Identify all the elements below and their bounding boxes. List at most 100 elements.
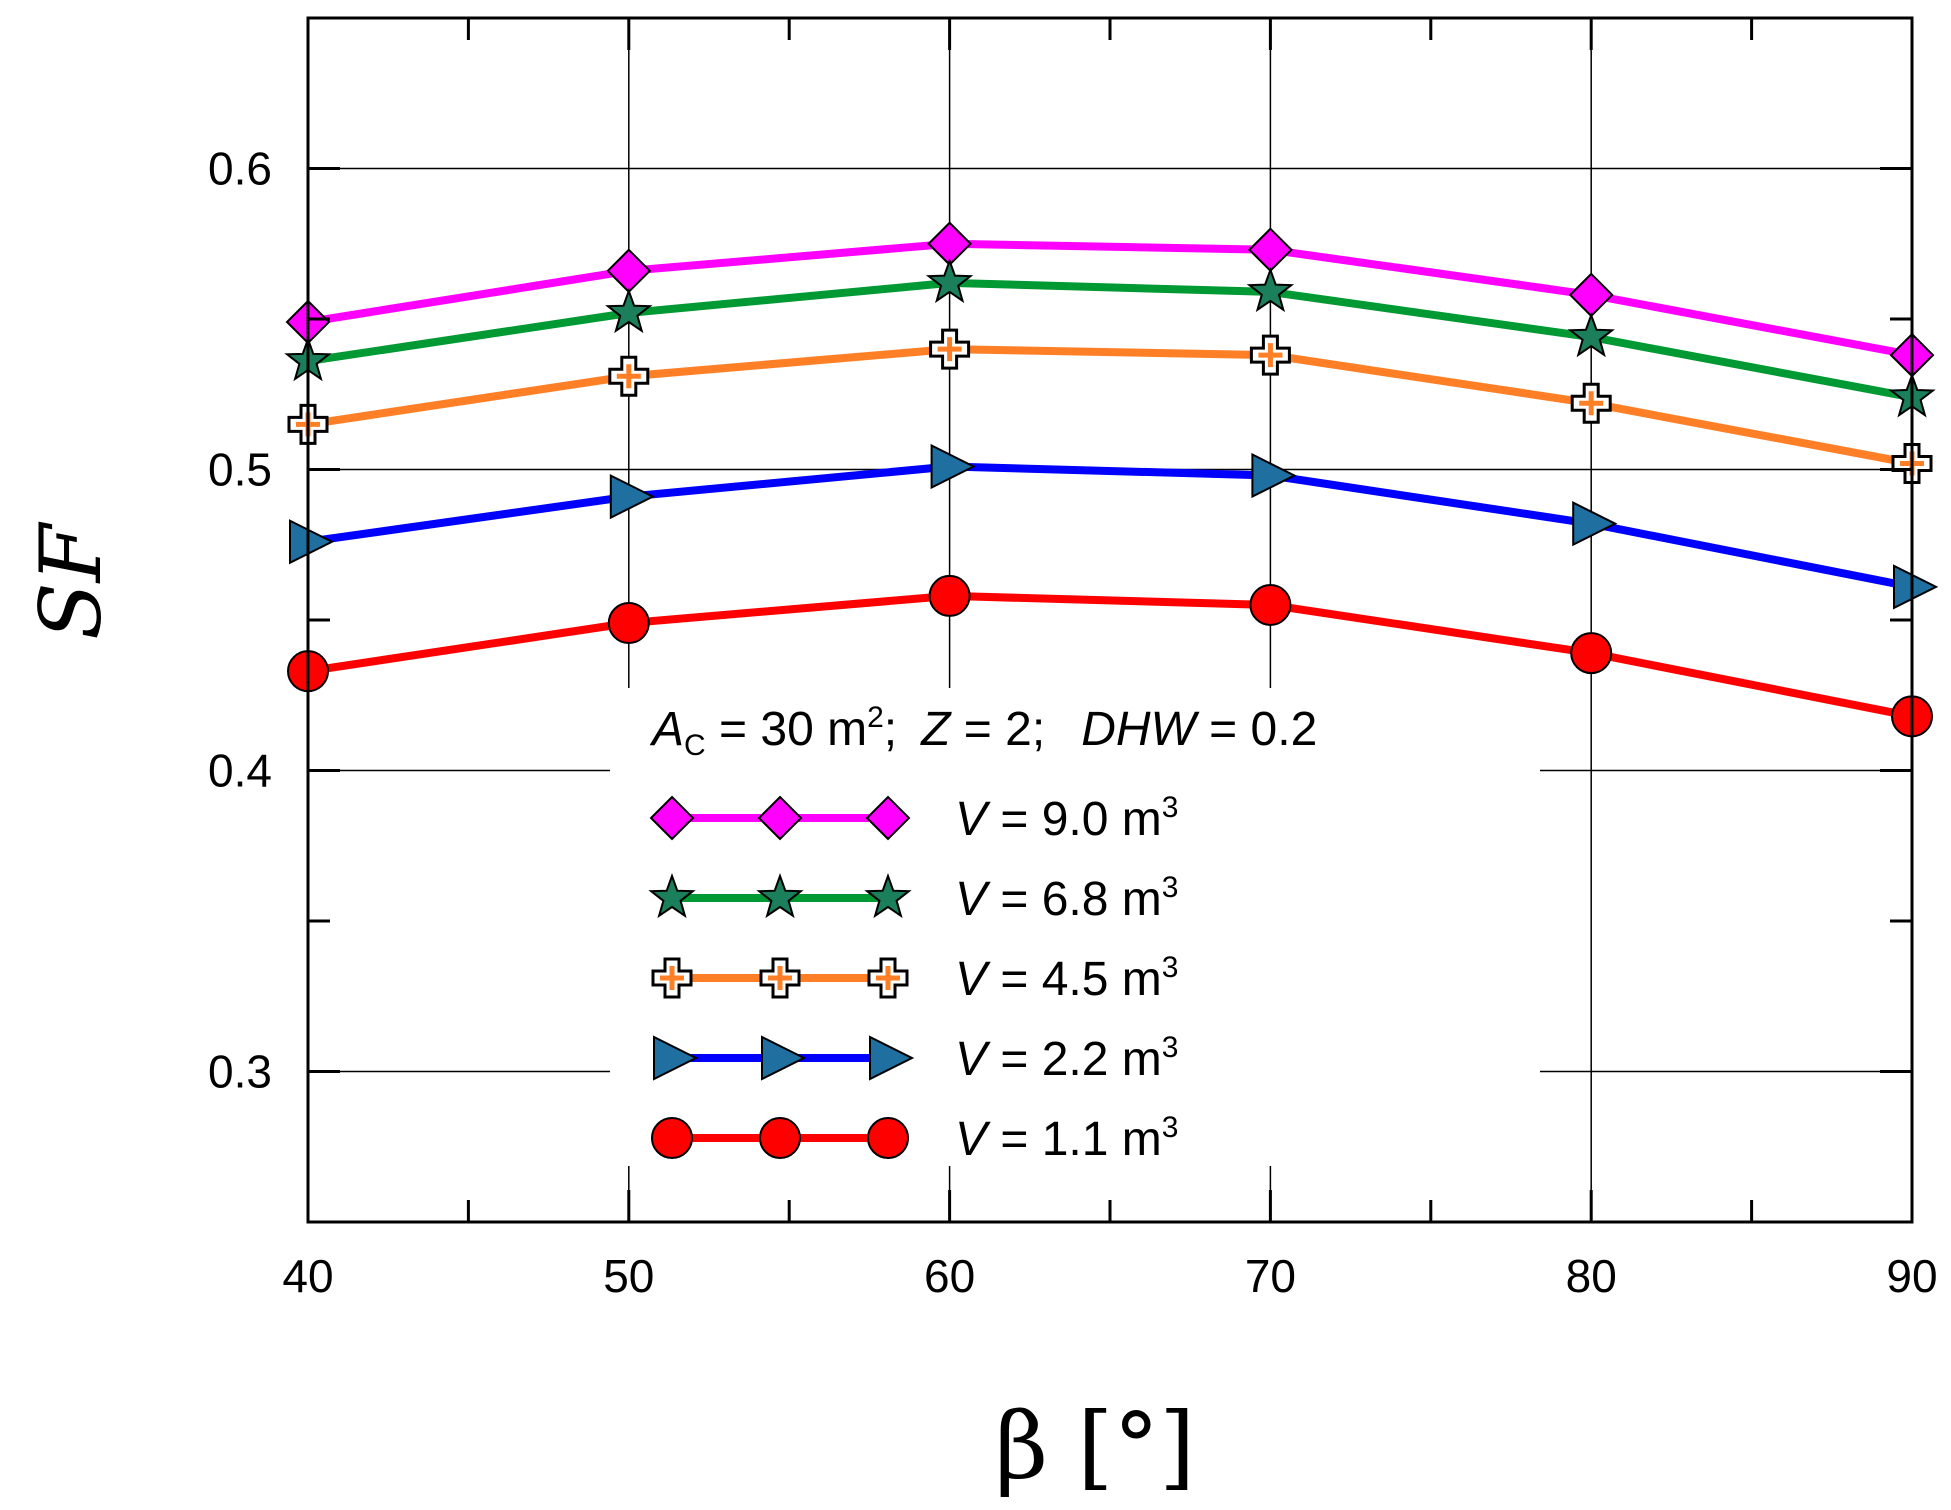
x-tick-label-60: 60 — [924, 1250, 975, 1302]
z-value: = 2; — [950, 703, 1045, 756]
ac-symbol: A — [649, 703, 684, 756]
legend-marker-2-2-cross — [876, 966, 900, 990]
legend-marker-2-2 — [867, 957, 909, 999]
data-point-2-70 — [1249, 334, 1291, 376]
legend-marker-0-1 — [757, 795, 803, 841]
legend-marker-4-0 — [651, 1117, 693, 1159]
y-tick-label-0.4: 0.4 — [208, 745, 272, 797]
series-line-1 — [307, 278, 1913, 402]
x-tick-label-70: 70 — [1245, 1250, 1296, 1302]
legend-marker-3-0 — [653, 1035, 699, 1081]
data-point-3-80 — [1572, 501, 1618, 547]
x-tick-label-80: 80 — [1566, 1250, 1617, 1302]
data-point-2-50 — [608, 355, 650, 397]
legend-entry-3: V = 2.2 m3 — [653, 1031, 1178, 1086]
x-tick-label-90: 90 — [1886, 1250, 1937, 1302]
legend-marker-2-1-cross — [768, 966, 792, 990]
dhw-symbol: DHW — [1081, 703, 1200, 756]
legend-var-3: V — [955, 1033, 991, 1086]
legend-value-2: = 4.5 m — [987, 953, 1162, 1006]
legend-var-0: V — [955, 793, 991, 846]
data-point-2-50-cross — [616, 364, 641, 389]
legend-marker-1-0 — [648, 873, 696, 919]
y-tick-labels: 0.3 0.4 0.5 0.6 — [208, 143, 272, 1098]
legend-marker-1-2 — [864, 873, 912, 919]
legend-entry-4: V = 1.1 m3 — [651, 1111, 1178, 1166]
data-point-3-50 — [609, 473, 656, 520]
data-point-3-40 — [289, 519, 335, 565]
x-tick-labels: 40 50 60 70 80 90 — [282, 1250, 1937, 1302]
data-point-2-60-cross — [937, 337, 962, 362]
legend-exp-4: 3 — [1162, 1111, 1179, 1144]
x-axis-title: β [°] — [995, 1393, 1195, 1500]
data-point-3-90 — [1893, 564, 1939, 610]
axis-ticks — [306, 16, 1914, 1224]
legend-marker-2-0 — [651, 957, 693, 999]
data-point-1-60 — [925, 257, 974, 304]
series-line-3 — [307, 462, 1913, 591]
legend-entries: V = 9.0 m3V = 6.8 m3V = 4.5 m3V = 2.2 m3… — [648, 791, 1178, 1166]
parameter-annotation: AC = 30 m2; Z = 2; DHW = 0.2 — [649, 701, 1317, 762]
legend-value-1: = 6.8 m — [987, 873, 1162, 926]
legend-marker-4-1 — [759, 1117, 801, 1159]
legend-label-2: V = 4.5 m3 — [955, 951, 1178, 1006]
series-line-2 — [307, 345, 1913, 468]
legend-exp-1: 3 — [1162, 871, 1179, 904]
legend-var-1: V — [955, 873, 991, 926]
data-point-1-80 — [1567, 312, 1615, 358]
legend-entry-2: V = 4.5 m3 — [651, 951, 1178, 1006]
data-point-4-60 — [928, 574, 971, 617]
data-point-2-80 — [1570, 382, 1612, 424]
data-point-4-70 — [1249, 583, 1292, 626]
data-point-3-60 — [930, 443, 976, 490]
legend-box — [610, 688, 1540, 1166]
legend-exp-2: 3 — [1162, 951, 1179, 984]
legend-label-3: V = 2.2 m3 — [955, 1031, 1178, 1086]
series-lines — [307, 239, 1913, 721]
legend-value-4: = 1.1 m — [987, 1113, 1162, 1166]
ac-subscript: C — [684, 729, 706, 762]
legend-marker-0-0 — [649, 795, 695, 841]
legend-entry-1: V = 6.8 m3 — [648, 871, 1178, 926]
legend-label-4: V = 1.1 m3 — [955, 1111, 1178, 1166]
legend-var-2: V — [955, 953, 991, 1006]
ac-exponent: 2 — [867, 701, 884, 734]
legend-marker-2-0-cross — [660, 966, 684, 990]
legend-exp-3: 3 — [1162, 1031, 1179, 1064]
data-point-1-70 — [1246, 266, 1295, 313]
y-tick-label-0.5: 0.5 — [208, 444, 272, 496]
data-point-3-70 — [1251, 452, 1297, 499]
x-tick-label-50: 50 — [603, 1250, 654, 1302]
data-point-4-80 — [1570, 632, 1613, 675]
legend-marker-3-1 — [761, 1035, 807, 1081]
data-point-4-50 — [607, 602, 650, 645]
legend-var-4: V — [955, 1113, 991, 1166]
legend-label-1: V = 6.8 m3 — [955, 871, 1178, 926]
legend-value-0: = 9.0 m — [987, 793, 1162, 846]
y-axis-title: SF — [22, 521, 120, 640]
legend-marker-4-2 — [867, 1117, 909, 1159]
series-line-4 — [307, 591, 1913, 721]
data-point-1-50 — [605, 288, 653, 334]
legend-label-0: V = 9.0 m3 — [955, 791, 1178, 846]
ac-separator: ; — [884, 703, 897, 756]
legend-marker-3-2 — [869, 1035, 915, 1081]
ac-value: = 30 m — [706, 703, 867, 756]
data-point-2-60 — [929, 328, 971, 370]
x-tick-label-40: 40 — [282, 1250, 333, 1302]
legend-exp-0: 3 — [1162, 791, 1179, 824]
y-tick-label-0.3: 0.3 — [208, 1046, 272, 1098]
data-point-2-80-cross — [1579, 391, 1604, 416]
legend-marker-2-1 — [759, 957, 801, 999]
legend-value-3: = 2.2 m — [987, 1033, 1162, 1086]
dhw-value: = 0.2 — [1196, 703, 1317, 756]
legend-entry-0: V = 9.0 m3 — [649, 791, 1178, 846]
legend-marker-0-2 — [865, 795, 911, 841]
series-line-0 — [307, 239, 1913, 360]
legend-marker-1-1 — [756, 873, 804, 919]
z-symbol: Z — [920, 703, 952, 756]
data-point-2-70-cross — [1258, 343, 1283, 368]
y-tick-label-0.6: 0.6 — [208, 143, 272, 195]
legend: AC = 30 m2; Z = 2; DHW = 0.2 V = 9.0 m3V =… — [648, 701, 1317, 1166]
